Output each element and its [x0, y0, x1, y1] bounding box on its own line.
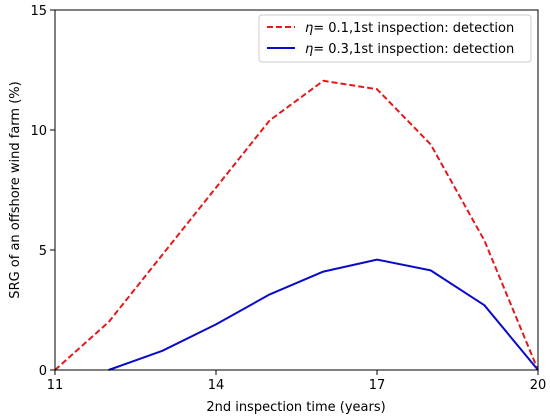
y-tick-label-0: 0 — [39, 364, 47, 379]
y-tick-label-5: 5 — [39, 244, 47, 259]
y-tick-label-10: 10 — [30, 124, 47, 139]
x-axis-label: 2nd inspection time (years) — [206, 400, 385, 415]
x-tick-label-20: 20 — [530, 378, 547, 393]
legend-entry-series-2: η= 0.3,1st inspection: detection — [305, 42, 514, 57]
plot-frame — [54, 9, 539, 371]
x-tick-label-17: 17 — [369, 378, 386, 393]
legend-entry-series-1: η= 0.1,1st inspection: detection — [305, 21, 514, 36]
plot-marks — [54, 79, 539, 371]
series-line-2 — [108, 258, 539, 371]
axis-ticks: 11 14 17 20 0 5 10 15 — [30, 4, 546, 393]
y-axis-label: SRG of an offshore wind farm (%) — [8, 81, 23, 298]
x-tick-label-11: 11 — [47, 378, 64, 393]
series-line-1 — [54, 79, 539, 371]
x-tick-label-14: 14 — [208, 378, 225, 393]
legend-box — [258, 14, 532, 63]
y-tick-label-15: 15 — [30, 4, 47, 19]
legend: η= 0.1,1st inspection: detection η= 0.3,… — [258, 14, 532, 63]
